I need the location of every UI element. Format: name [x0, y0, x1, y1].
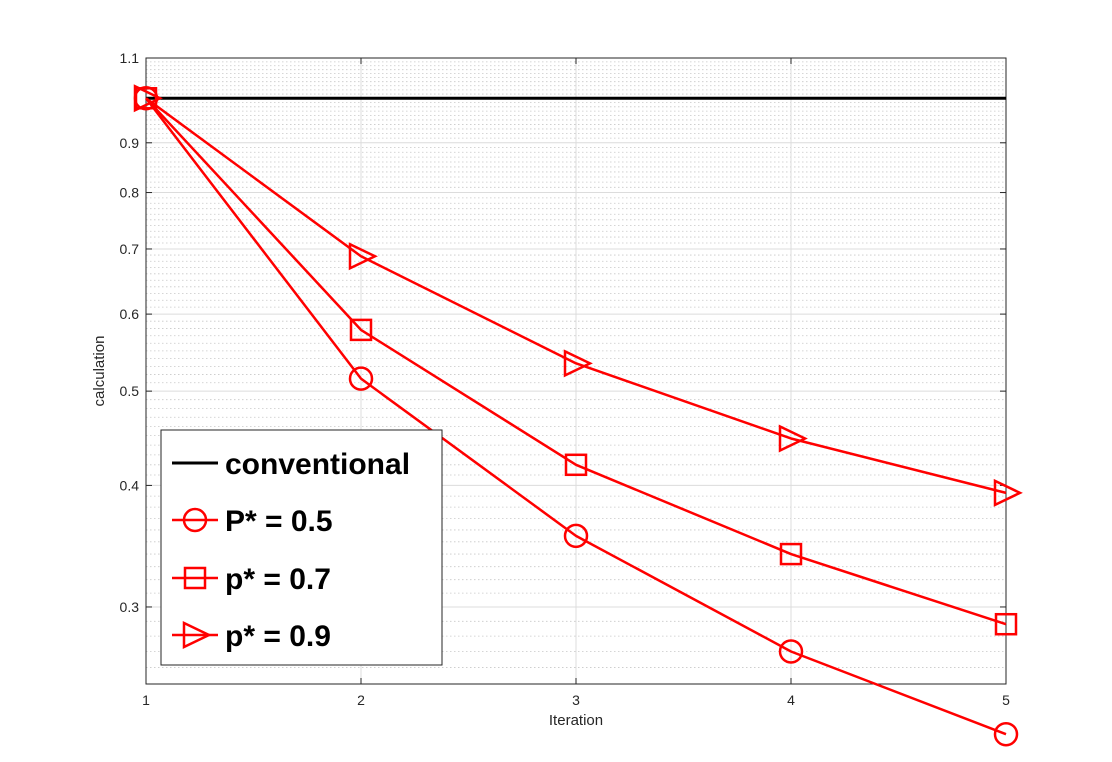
data-point-square — [349, 318, 373, 342]
y-tick-label: 0.3 — [120, 599, 140, 615]
legend-marker-triangle-right — [182, 621, 212, 649]
series-3 — [133, 84, 1023, 507]
y-tick-label: 0.9 — [120, 135, 140, 151]
series-line — [145, 97, 1007, 626]
y-tick-label: 1.1 — [120, 50, 140, 66]
data-point-triangle-right — [778, 424, 808, 453]
y-tick-label: 0.6 — [120, 306, 140, 322]
x-tick-labels: 1 2 3 4 5 — [142, 58, 1010, 708]
x-tick-label: 1 — [142, 692, 150, 708]
legend-entry: conventional — [172, 448, 410, 481]
data-point-circle — [778, 639, 804, 664]
y-tick-label: 0.5 — [120, 383, 140, 399]
legend-label: p* = 0.9 — [225, 620, 331, 653]
series-layer — [133, 84, 1023, 747]
series-line — [145, 97, 1007, 495]
data-point-triangle-right — [133, 84, 163, 113]
x-tick-label: 4 — [787, 692, 795, 708]
legend-label: conventional — [225, 448, 410, 481]
legend-box — [160, 429, 443, 666]
x-tick-label: 5 — [1002, 692, 1010, 708]
x-tick-label: 2 — [357, 692, 365, 708]
series-2 — [134, 87, 1018, 636]
y-tick-labels: 0.3 0.4 0.5 0.6 0.7 0.8 0.9 1.1 — [120, 50, 1006, 615]
legend: conventional P* = 0.5 p* = 0.7 p* = 0.9 — [160, 429, 443, 666]
y-tick-label: 0.7 — [120, 241, 140, 257]
data-point-square — [564, 453, 588, 477]
y-tick-label: 0.4 — [120, 477, 140, 493]
data-point-square — [994, 612, 1018, 636]
data-point-circle — [563, 523, 589, 549]
legend-marker-circle — [182, 507, 208, 533]
y-tick-label: 0.8 — [120, 185, 140, 201]
data-point-circle — [348, 366, 374, 391]
legend-entry: p* = 0.7 — [172, 563, 331, 596]
data-point-triangle-right — [993, 478, 1023, 507]
data-point-triangle-right — [348, 242, 378, 271]
minor-grid — [146, 61, 1006, 668]
legend-entry: P* = 0.5 — [172, 505, 333, 538]
legend-marker-square — [183, 566, 207, 590]
x-tick-label: 3 — [572, 692, 580, 708]
legend-label: P* = 0.5 — [225, 505, 333, 538]
data-point-circle — [993, 721, 1019, 747]
legend-entry: p* = 0.9 — [172, 620, 331, 653]
x-axis-label: Iteration — [549, 712, 603, 729]
y-axis-label: calculation — [91, 336, 108, 407]
data-point-square — [779, 542, 803, 566]
series-line — [145, 97, 1007, 736]
data-point-triangle-right — [563, 349, 593, 378]
legend-label: p* = 0.7 — [225, 563, 331, 596]
